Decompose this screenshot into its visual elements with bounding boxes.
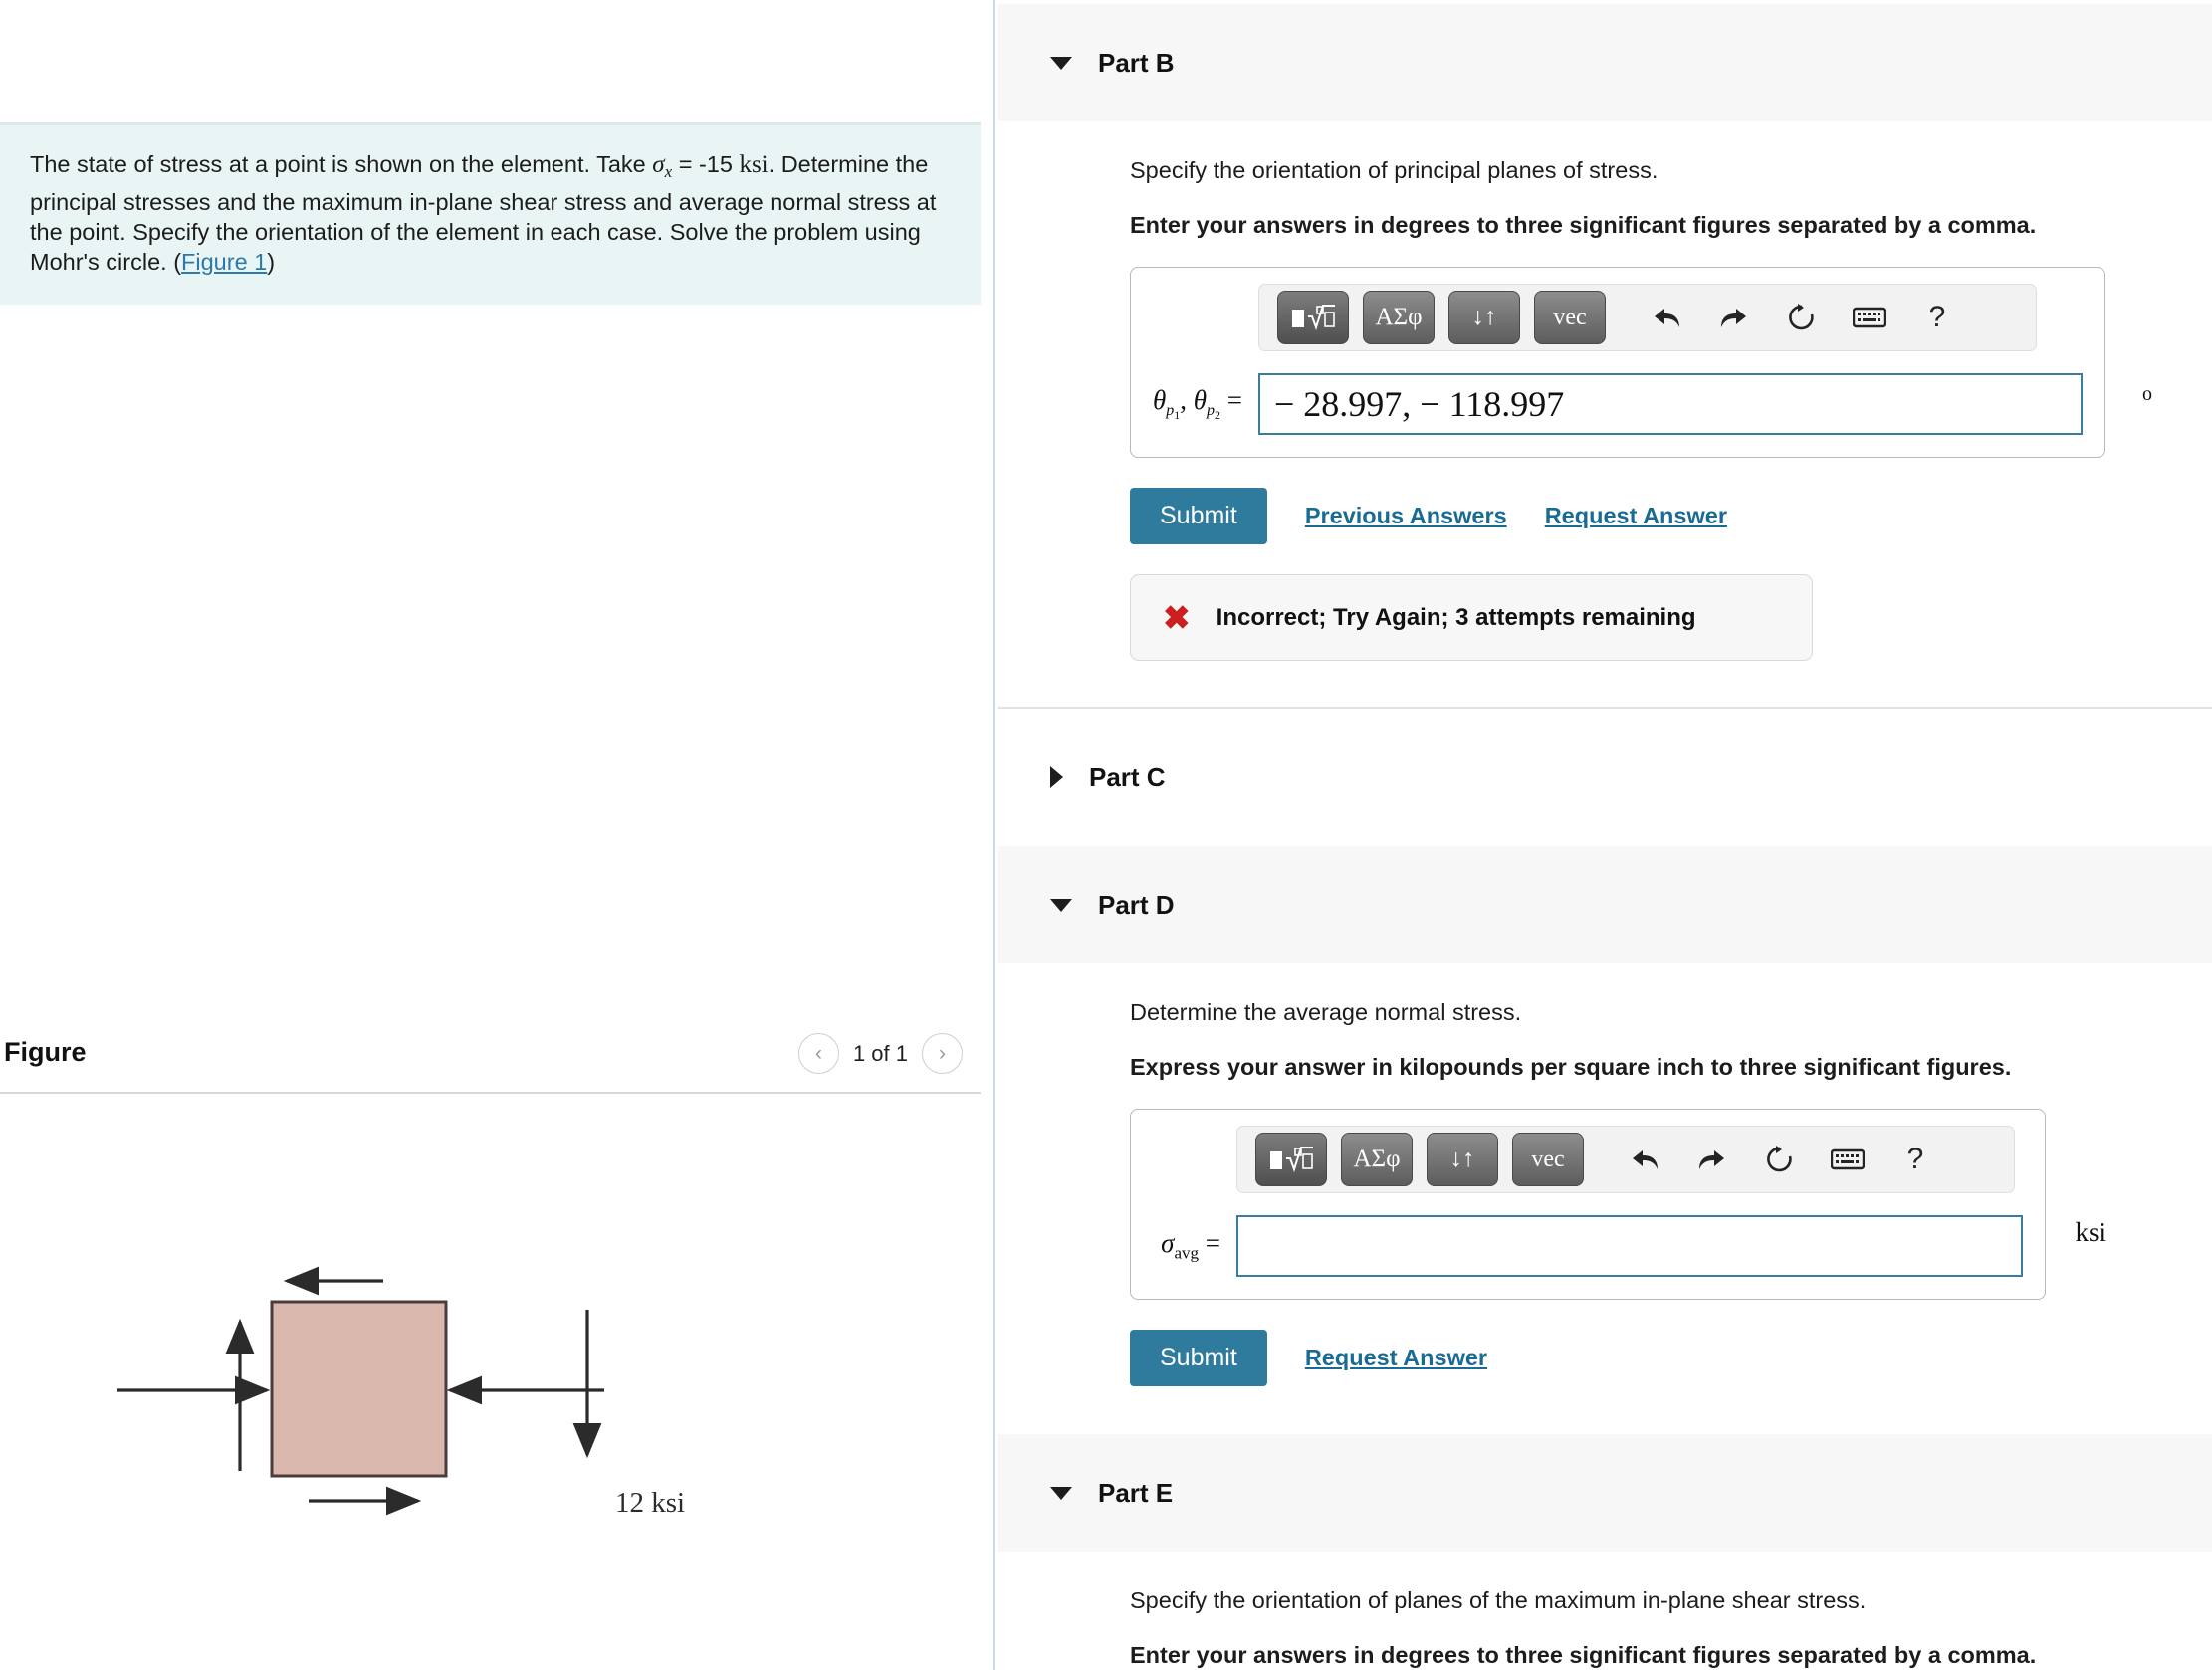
part-header-e[interactable]: Part E	[998, 1434, 2212, 1552]
figure-nav: ‹ 1 of 1 ›	[797, 1033, 963, 1074]
part-d-math-toolbar: ΑΣφ ↓↑ vec	[1236, 1126, 2015, 1193]
problem-text-2: = -15	[672, 151, 740, 177]
part-label-e: Part E	[1098, 1477, 1174, 1508]
part-label-c: Part C	[1089, 761, 1166, 792]
vector-button-d[interactable]: vec	[1512, 1133, 1584, 1186]
part-b-previous-answers-link[interactable]: Previous Answers	[1304, 503, 1507, 528]
part-b-answer-box: ΑΣφ ↓↑ vec	[1130, 267, 2152, 458]
part-d-instruction: Express your answer in kilopounds per sq…	[1130, 1054, 2012, 1080]
caret-down-icon-e[interactable]	[1050, 1486, 1072, 1500]
caret-right-icon-c[interactable]	[1050, 766, 1063, 788]
theta-p1-symbol: θ	[1153, 384, 1167, 415]
figure-header: Figure ‹ 1 of 1 ›	[0, 1025, 981, 1095]
problem-statement-box: The state of stress at a point is shown …	[0, 122, 981, 305]
chevron-right-icon[interactable]: ›	[922, 1033, 963, 1074]
part-b-submit-button[interactable]: Submit	[1130, 488, 1267, 544]
keyboard-icon-d[interactable]	[1821, 1133, 1875, 1186]
part-d-answer-input[interactable]	[1236, 1215, 2023, 1277]
part-body-b: Specify the orientation of principal pla…	[998, 157, 2212, 661]
part-b-instruction: Enter your answers in degrees to three s…	[1130, 212, 2037, 238]
part-e-prompt: Specify the orientation of planes of the…	[1130, 1587, 1867, 1613]
problem-unit-ksi: ksi	[739, 151, 769, 178]
undo-icon[interactable]	[1640, 291, 1693, 344]
part-d-request-answer-link[interactable]: Request Answer	[1304, 1345, 1488, 1370]
figure-title: Figure	[4, 1037, 87, 1067]
redo-icon-d[interactable]	[1685, 1133, 1739, 1186]
part-body-d: Determine the average normal stress. Exp…	[998, 999, 2212, 1386]
greek-symbols-button[interactable]: ΑΣφ	[1363, 291, 1435, 344]
part-header-c[interactable]: Part C	[998, 707, 2212, 846]
right-pane: Part B Specify the orientation of princi…	[998, 0, 2212, 1670]
part-label-b: Part B	[1098, 47, 1175, 78]
help-icon[interactable]: ?	[1928, 301, 1946, 333]
part-d-answer-box: ΑΣφ ↓↑ vec	[1130, 1109, 2106, 1300]
caret-down-icon-b[interactable]	[1050, 56, 1072, 70]
sigma-symbol: σ	[652, 151, 665, 178]
figure-counter: 1 of 1	[852, 1040, 908, 1066]
theta-p2-symbol: θ	[1193, 384, 1208, 415]
part-d-input-row: σavg =	[1153, 1215, 2023, 1277]
part-b-feedback: ✖ Incorrect; Try Again; 3 attempts remai…	[1130, 574, 1813, 661]
stress-element-square	[270, 1300, 448, 1478]
part-header-b[interactable]: Part B	[998, 4, 2212, 121]
part-d-action-row: Submit Request Answer	[1130, 1330, 2160, 1386]
chevron-left-icon[interactable]: ‹	[797, 1033, 839, 1074]
stress-element-svg: 12 ksi	[117, 1266, 685, 1519]
part-b-input-row: θp1, θp2 = − 28.997, − 118.997	[1153, 373, 2083, 435]
keyboard-icon[interactable]	[1843, 291, 1896, 344]
problem-text-1: The state of stress at a point is shown …	[30, 151, 653, 177]
part-b-action-row: Submit Previous Answers Request Answer	[1130, 488, 2160, 544]
reset-icon[interactable]	[1775, 291, 1829, 344]
figure-label-12ksi: 12 ksi	[615, 1487, 685, 1519]
redo-icon[interactable]	[1707, 291, 1761, 344]
vector-button[interactable]: vec	[1534, 291, 1606, 344]
arrows-updown-button[interactable]: ↓↑	[1448, 291, 1520, 344]
part-d-input-label: σavg =	[1161, 1228, 1220, 1263]
x-mark-icon: ✖	[1163, 599, 1191, 636]
figure-1-link[interactable]: Figure 1	[181, 248, 268, 275]
part-b-answer-input[interactable]: − 28.997, − 118.997	[1258, 373, 2083, 435]
greek-symbols-button-d[interactable]: ΑΣφ	[1341, 1133, 1413, 1186]
caret-down-icon-d[interactable]	[1050, 898, 1072, 912]
part-b-prompt: Specify the orientation of principal pla…	[1130, 157, 1659, 183]
stress-element-figure: 12 ksi	[0, 1105, 981, 1662]
problem-statement-text: The state of stress at a point is shown …	[30, 149, 951, 277]
undo-icon-d[interactable]	[1618, 1133, 1671, 1186]
help-icon-d[interactable]: ?	[1906, 1143, 1924, 1175]
template-radical-button-d[interactable]	[1255, 1133, 1327, 1186]
problem-text-4: )	[267, 248, 276, 275]
sigma-subscript: x	[664, 161, 673, 181]
problem-text-3: . Determine the principal stresses and t…	[30, 151, 937, 275]
figure-divider	[0, 1092, 981, 1094]
part-b-math-toolbar: ΑΣφ ↓↑ vec	[1258, 284, 2037, 351]
part-b-unit-degree: o	[2142, 383, 2152, 405]
part-header-d[interactable]: Part D	[998, 846, 2212, 963]
template-radical-button[interactable]	[1277, 291, 1349, 344]
part-b-request-answer-link[interactable]: Request Answer	[1544, 503, 1727, 528]
part-b-input-label: θp1, θp2 =	[1153, 384, 1243, 423]
part-body-e: Specify the orientation of planes of the…	[998, 1587, 2212, 1669]
left-pane: The state of stress at a point is shown …	[0, 0, 995, 1670]
arrows-updown-button-d[interactable]: ↓↑	[1427, 1133, 1498, 1186]
part-d-submit-button[interactable]: Submit	[1130, 1330, 1267, 1386]
sigma-avg-symbol: σ	[1161, 1228, 1175, 1259]
part-d-unit-ksi: ksi	[2075, 1217, 2106, 1247]
part-b-feedback-text: Incorrect; Try Again; 3 attempts remaini…	[1216, 603, 1696, 631]
part-d-prompt: Determine the average normal stress.	[1130, 999, 1522, 1025]
part-label-d: Part D	[1098, 889, 1175, 920]
part-e-instruction: Enter your answers in degrees to three s…	[1130, 1642, 2037, 1668]
reset-icon-d[interactable]	[1753, 1133, 1807, 1186]
